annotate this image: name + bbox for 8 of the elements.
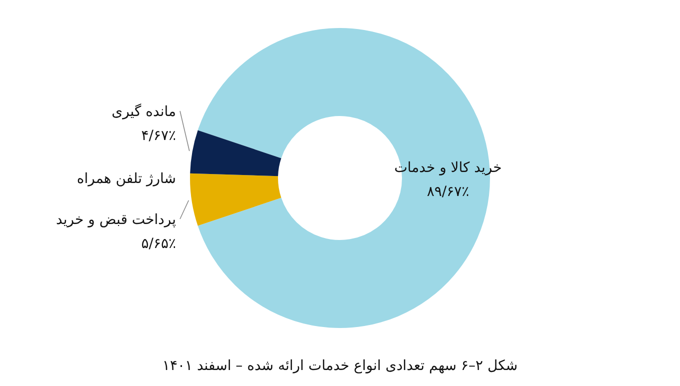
- text: شکل ۲–۶ سهم تعدادی انواع خدمات ارائه شده – اسفند ۱۴۰۱: [162, 358, 518, 374]
- slice-label: مانده گیری: [112, 103, 176, 120]
- data-label: ۵/۶۵٪: [141, 236, 176, 252]
- slice-label: پرداخت قبض و خرید: [56, 212, 176, 228]
- category-label: شارژ تلفن همراه: [76, 171, 176, 187]
- slice-label: خرید کالا و خدمات: [394, 160, 502, 176]
- data-label: ۸۹/۶۷٪: [426, 184, 470, 200]
- data-label: ۴/۶۷٪: [141, 128, 176, 144]
